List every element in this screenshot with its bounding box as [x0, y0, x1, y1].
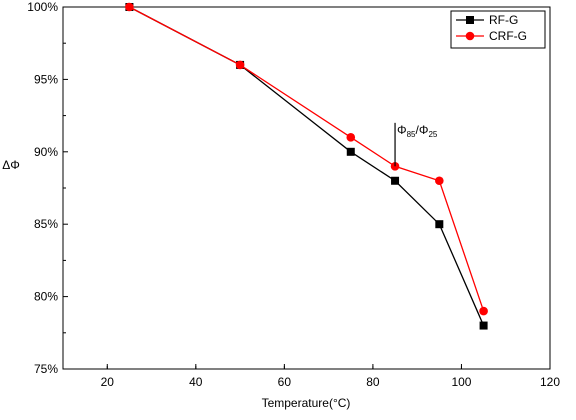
- annotation-sub1: 85: [407, 130, 416, 139]
- x-tick-label: 100: [451, 375, 471, 389]
- annotation-main: Φ: [397, 123, 407, 137]
- annotation-label: Φ85/Φ25: [397, 123, 438, 139]
- data-point: [435, 220, 444, 229]
- x-tick-label: 60: [278, 375, 292, 389]
- y-axis: 75% 80% 85% 90% 95% 100%: [27, 0, 68, 376]
- annotation-sub2: 25: [428, 130, 437, 139]
- y-tick-label: 95%: [34, 72, 58, 86]
- y-tick-label: 75%: [34, 362, 58, 376]
- x-tick-label: 40: [189, 375, 203, 389]
- y-tick-label: 80%: [34, 290, 58, 304]
- annotation: Φ85/Φ25: [394, 122, 438, 167]
- data-point: [125, 2, 134, 12]
- data-point: [479, 321, 488, 330]
- y-tick-label: 85%: [34, 217, 58, 231]
- x-axis-label: Temperature(°C): [262, 396, 351, 410]
- x-axis: 20 40 60 80 100 120: [101, 364, 560, 389]
- y-axis-label: ΔΦ: [2, 158, 20, 172]
- data-point: [346, 147, 355, 156]
- data-point: [435, 176, 444, 186]
- annotation-mid: /Φ: [416, 123, 429, 137]
- y-tick-label: 90%: [34, 145, 58, 159]
- x-tick-label: 20: [101, 375, 115, 389]
- legend-marker: [465, 31, 475, 41]
- legend-label: RF-G: [489, 13, 518, 27]
- data-point: [235, 60, 245, 70]
- y-tick-label: 100%: [27, 0, 58, 14]
- x-tick-label: 120: [540, 375, 560, 389]
- legend-marker: [466, 16, 474, 24]
- x-tick-label: 80: [366, 375, 380, 389]
- data-point: [391, 176, 400, 185]
- data-point: [346, 133, 356, 142]
- legend-label: CRF-G: [489, 29, 527, 43]
- series-layer: [125, 2, 488, 330]
- data-point: [479, 306, 488, 316]
- plot-area: [62, 6, 551, 370]
- legend: RF-G CRF-G: [450, 10, 546, 49]
- series-line: [129, 6, 485, 312]
